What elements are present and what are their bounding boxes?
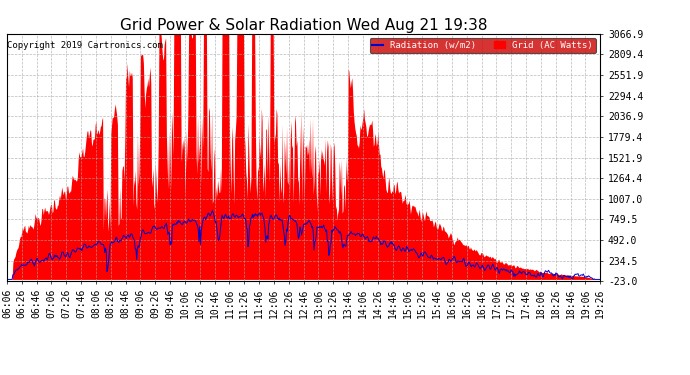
Title: Grid Power & Solar Radiation Wed Aug 21 19:38: Grid Power & Solar Radiation Wed Aug 21 …	[120, 18, 487, 33]
Legend: Radiation (w/m2), Grid (AC Watts): Radiation (w/m2), Grid (AC Watts)	[370, 38, 595, 53]
Text: Copyright 2019 Cartronics.com: Copyright 2019 Cartronics.com	[8, 41, 164, 50]
